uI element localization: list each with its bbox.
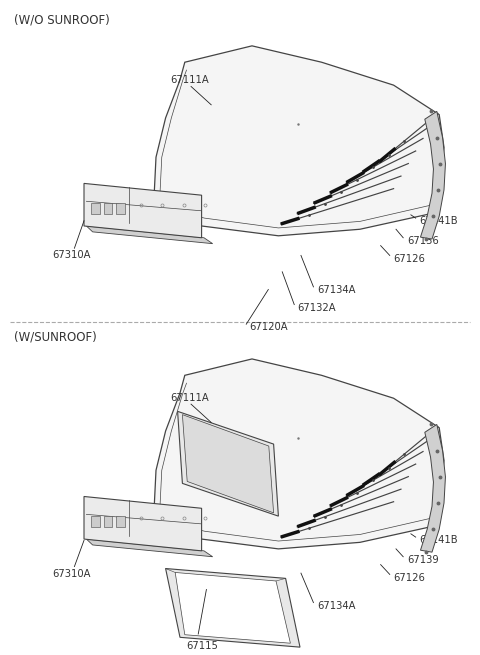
Polygon shape	[154, 46, 444, 236]
Bar	[104, 202, 112, 214]
Polygon shape	[178, 411, 278, 516]
Polygon shape	[86, 539, 213, 557]
Bar	[116, 515, 125, 527]
Text: 67134A: 67134A	[317, 601, 355, 611]
Polygon shape	[175, 572, 290, 643]
Bar	[104, 515, 112, 527]
Text: 67141B: 67141B	[420, 216, 458, 227]
Text: 67134A: 67134A	[317, 285, 355, 295]
Bar	[91, 202, 100, 214]
Text: 67310A: 67310A	[52, 569, 90, 578]
Polygon shape	[166, 569, 300, 647]
Polygon shape	[86, 226, 213, 244]
Text: (W/O SUNROOF): (W/O SUNROOF)	[14, 13, 110, 26]
Text: 67126: 67126	[394, 253, 425, 264]
Text: 67126: 67126	[394, 572, 425, 583]
Text: (W/SUNROOF): (W/SUNROOF)	[14, 331, 97, 344]
Text: 67111A: 67111A	[170, 75, 209, 85]
Text: 67120A: 67120A	[250, 322, 288, 333]
Text: 67136: 67136	[407, 236, 439, 246]
Polygon shape	[420, 424, 445, 552]
Text: 67139: 67139	[407, 555, 439, 565]
Bar	[91, 515, 100, 527]
Text: 67310A: 67310A	[52, 250, 90, 260]
Text: 67111A: 67111A	[170, 393, 209, 403]
Text: 67141B: 67141B	[420, 535, 458, 546]
Polygon shape	[154, 359, 444, 549]
Bar	[116, 202, 125, 214]
Polygon shape	[84, 496, 202, 551]
Text: 67115: 67115	[186, 641, 218, 650]
Polygon shape	[84, 183, 202, 238]
Polygon shape	[182, 415, 274, 513]
Polygon shape	[420, 111, 445, 239]
Text: 67132A: 67132A	[298, 303, 336, 313]
